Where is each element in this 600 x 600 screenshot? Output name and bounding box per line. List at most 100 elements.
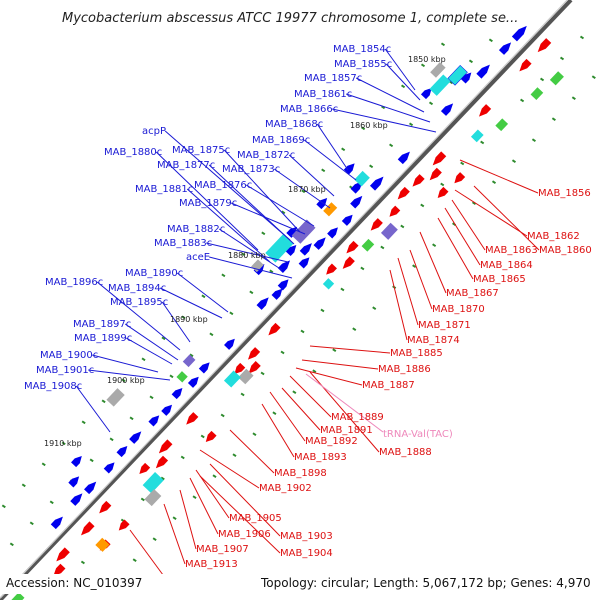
forward-gene-row2-0	[420, 88, 432, 100]
leader-line	[409, 249, 433, 310]
reverse-gene-21	[80, 521, 95, 536]
tick-dash	[129, 416, 134, 421]
forward-gene-26	[103, 462, 115, 474]
tick-dash	[161, 336, 166, 341]
forward-gene-row2-7	[68, 476, 80, 488]
leader-line	[281, 387, 321, 431]
reverse-gene-label: MAB_1867	[446, 288, 499, 299]
tick-dash	[332, 348, 337, 353]
forward-gene-label: MAB_1877c	[157, 160, 215, 171]
feature-block-0	[447, 64, 468, 86]
kbp-marker: 1850 kbp	[408, 55, 446, 64]
reverse-gene-20	[99, 500, 112, 514]
feature-block-18	[142, 472, 164, 494]
forward-gene-21	[171, 388, 183, 400]
accession-text: Accession: NC_010397	[6, 576, 142, 590]
tick-dash	[292, 390, 297, 395]
trna-label: tRNA-Val(TAC)	[383, 429, 453, 440]
tick-dash	[260, 371, 265, 376]
tick-dash	[160, 476, 165, 481]
forward-gene-label: MAB_1857c	[304, 73, 362, 84]
forward-gene-12	[299, 243, 312, 256]
tick-dash	[249, 290, 254, 295]
leader-line	[384, 48, 416, 91]
reverse-gene-0	[537, 38, 552, 53]
tick-dash	[121, 378, 126, 383]
kbp-marker: 1900 kbp	[107, 376, 145, 385]
forward-gene-label: MAB_1868c	[265, 119, 323, 130]
forward-gene-27	[84, 481, 97, 495]
kbp-marker: 1890 kbp	[170, 315, 208, 324]
forward-gene-9	[341, 214, 353, 226]
forward-gene-13	[298, 257, 310, 269]
forward-gene-label: MAB_1880c	[104, 147, 162, 158]
forward-gene-label: MAB_1897c	[73, 319, 131, 330]
reverse-gene-label: MAB_1905	[229, 513, 282, 524]
leader-line	[451, 199, 486, 251]
tick-dash	[140, 497, 145, 502]
leader-line	[163, 503, 186, 565]
forward-gene-17	[256, 297, 269, 310]
forward-gene-label: MAB_1896c	[45, 277, 103, 288]
leader-line	[444, 207, 481, 266]
leader-line	[346, 93, 431, 123]
tick-dash	[152, 537, 157, 542]
tick-dash	[559, 56, 565, 61]
forward-gene-3	[460, 72, 472, 84]
leader-line	[454, 189, 528, 237]
forward-gene-6	[369, 176, 384, 191]
position-markers: 1850 kbp 1860 kbp 1870 kbp 1880 kbp 1890 kbp…	[44, 55, 446, 448]
reverse-gene-label: MAB_1893	[294, 452, 347, 463]
tick-dash	[232, 453, 237, 458]
reverse-gene-label: MAB_1903	[280, 531, 333, 542]
tick-dash	[389, 143, 394, 148]
forward-gene-label: MAB_1855c	[334, 59, 392, 70]
tick-dash	[181, 315, 186, 320]
tick-dash	[29, 521, 34, 526]
forward-gene-label: MAB_1872c	[237, 150, 295, 161]
leader-line	[75, 385, 111, 433]
leader-line	[161, 301, 191, 343]
forward-gene-2	[476, 64, 490, 79]
tick-dash	[301, 189, 306, 194]
reverse-gene-label: MAB_1886	[378, 364, 431, 375]
trna-leader-line	[305, 373, 384, 433]
tick-dash	[89, 458, 94, 463]
forward-gene-row2-6	[71, 456, 82, 468]
feature-block-22	[530, 87, 544, 100]
leader-line	[223, 149, 301, 233]
leader-line	[209, 463, 281, 537]
leader-line	[189, 477, 219, 535]
reverse-gene-11	[326, 263, 337, 275]
tick-dash	[201, 294, 206, 299]
forward-gene-label: MAB_1900c	[40, 350, 98, 361]
tick-dash	[189, 353, 194, 358]
reverse-gene-label: MAB_1888	[379, 447, 432, 458]
forward-gene-label: MAB_1875c	[172, 145, 230, 156]
forward-gene-18	[224, 338, 235, 350]
tick-dash	[169, 374, 174, 379]
reverse-gene-label: MAB_1898	[274, 468, 327, 479]
reverse-gene-1	[519, 58, 532, 72]
reverse-gene-13	[247, 347, 261, 360]
reverse-gene-label: MAB_1913	[185, 559, 238, 570]
reverse-gene-14	[248, 361, 261, 374]
tick-dash	[408, 122, 414, 127]
feature-block-15	[322, 278, 335, 290]
forward-gene-label: MAB_1894c	[108, 283, 166, 294]
reverse-gene-label: MAB_1870	[432, 304, 485, 315]
leader-line	[316, 123, 349, 171]
tick-dash	[269, 269, 274, 274]
leader-line	[261, 403, 295, 458]
tick-dash	[221, 273, 226, 278]
leader-line	[389, 269, 408, 341]
reverse-gene-10	[342, 256, 355, 269]
tick-dash	[380, 245, 385, 250]
forward-gene-8	[350, 195, 363, 209]
forward-gene-28	[70, 493, 83, 506]
reverse-gene-label: MAB_1862	[527, 231, 580, 242]
leader-line	[96, 281, 181, 351]
leader-line	[437, 217, 474, 280]
feature-block-19	[144, 489, 162, 507]
